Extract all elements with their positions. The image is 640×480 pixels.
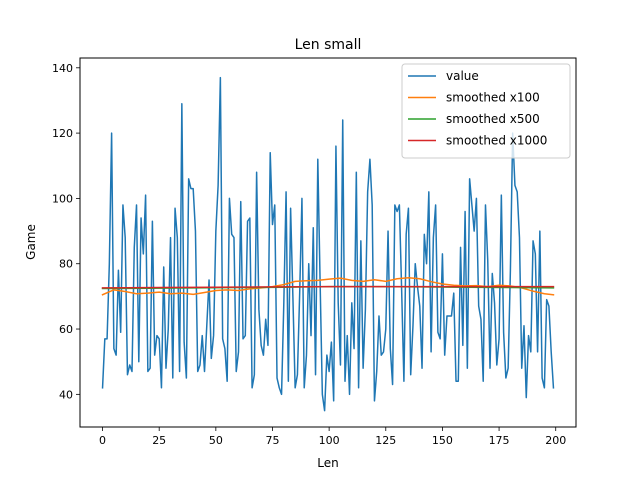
legend-label: smoothed x500 [446,112,540,126]
y-axis-ticks: 40 60 80 100 120 140 [52,62,80,401]
axes-frame [79,57,577,428]
plot-area [101,76,555,412]
y-tick-label: 120 [52,127,73,140]
y-tick-label: 40 [59,388,73,401]
legend-box [401,63,571,159]
y-tick-label: 140 [52,62,73,75]
x-tick-label: 100 [319,434,340,447]
y-tick-label: 80 [59,258,73,271]
x-tick-label: 50 [209,434,223,447]
x-tick-label: 25 [152,434,166,447]
legend: value smoothed x100 smoothed x500 smoothed … [401,63,571,159]
series-layer [101,76,555,412]
y-tick-label: 60 [59,323,73,336]
x-tick-label: 150 [432,434,453,447]
legend-label: smoothed x100 [446,91,540,105]
series-line-value [101,76,555,412]
x-tick-label: 0 [99,434,106,447]
x-tick-label: 175 [489,434,510,447]
chart-title: Len small [295,37,362,53]
series-line-smoothed-x1000 [101,285,555,289]
x-tick-label: 200 [545,434,566,447]
x-axis-ticks: 0 25 50 75 100 125 150 175 200 [99,427,566,447]
y-tick-label: 100 [52,192,73,205]
legend-label: smoothed x1000 [446,134,547,148]
legend-label: value [446,69,479,83]
x-axis-label: Len [317,456,338,470]
x-tick-label: 125 [375,434,396,447]
x-tick-label: 75 [265,434,279,447]
y-axis-label: Game [24,224,38,260]
